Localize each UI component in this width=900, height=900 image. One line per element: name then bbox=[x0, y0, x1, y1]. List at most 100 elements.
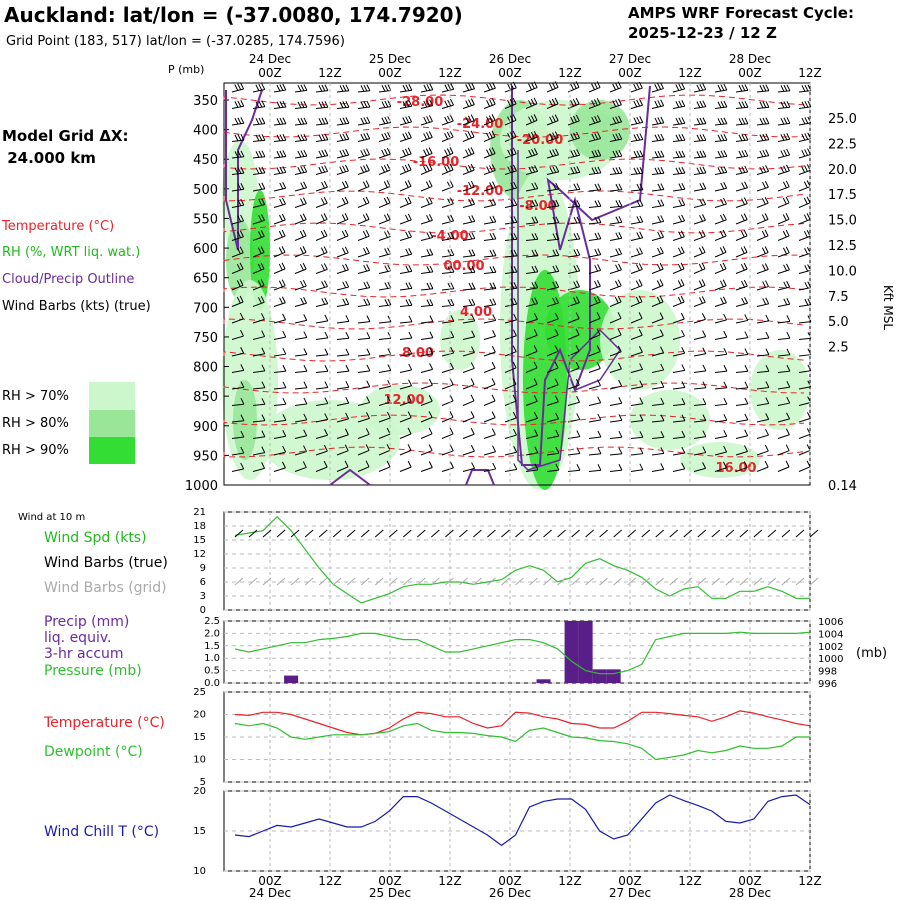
wind-barb-flag bbox=[549, 83, 553, 90]
kft-tick-label: 10.0 bbox=[828, 264, 857, 279]
wind-barb-flag bbox=[489, 282, 494, 290]
legend-rh90-swatch bbox=[89, 437, 135, 464]
wind-barb-flag bbox=[428, 411, 433, 418]
wind-barb bbox=[756, 186, 769, 192]
wind-barb-flag bbox=[657, 167, 662, 174]
wind-barb bbox=[357, 269, 370, 274]
wind-barb-flag bbox=[723, 381, 728, 389]
wind-barb-flag bbox=[345, 133, 350, 140]
wind-barb-true bbox=[767, 529, 777, 538]
wind-barb bbox=[441, 237, 454, 241]
wind-barb-flag bbox=[533, 148, 538, 155]
wind-barb-flag bbox=[344, 444, 349, 451]
wind-barb-flag bbox=[597, 379, 601, 386]
wind-barb-flag bbox=[381, 101, 386, 108]
wind-barb bbox=[357, 304, 370, 307]
wind-barb bbox=[378, 219, 391, 225]
wind-barb-flag bbox=[807, 148, 811, 155]
wind-barb bbox=[357, 370, 370, 373]
wind-barb-flag bbox=[510, 216, 515, 223]
wind-barb-flag bbox=[407, 460, 412, 468]
wind-barb-flag bbox=[240, 150, 245, 158]
wind-barb bbox=[357, 90, 370, 93]
wind-barb-flag bbox=[717, 84, 722, 92]
wind-barb-flag bbox=[764, 246, 769, 253]
wind-barb-flag bbox=[618, 149, 623, 157]
wind-barb bbox=[798, 417, 811, 423]
wind-barb bbox=[672, 204, 685, 208]
wind-barb-flag bbox=[278, 247, 283, 254]
wind-barb-flag bbox=[783, 165, 788, 173]
wind-barb-flag bbox=[534, 265, 539, 273]
wind-barb-flag bbox=[470, 147, 475, 154]
wind-barb bbox=[567, 334, 580, 340]
wind-barb-flag bbox=[765, 428, 769, 436]
pressure-tick-label: 750 bbox=[193, 331, 218, 346]
wind-barb bbox=[357, 218, 370, 225]
wind-barb-flag bbox=[405, 282, 410, 290]
wind-barb-flag bbox=[276, 167, 281, 174]
wind-barb bbox=[714, 370, 727, 373]
wind-barb bbox=[462, 238, 475, 241]
wind-barb bbox=[462, 203, 475, 208]
wind-barb-flag bbox=[743, 262, 748, 270]
wind-barb-flag bbox=[741, 134, 746, 141]
wind-barb-flag bbox=[759, 118, 764, 125]
wind-barb-flag bbox=[594, 248, 599, 256]
wind-barb bbox=[504, 335, 517, 340]
wind-barb-flag bbox=[446, 148, 451, 155]
wind-barb-flag bbox=[449, 411, 454, 418]
wind-barb-flag bbox=[699, 83, 704, 91]
wind-barb-flag bbox=[591, 150, 596, 158]
wind-barb-flag bbox=[636, 150, 641, 158]
wind-barb-flag bbox=[660, 231, 664, 238]
wind-barb-grid bbox=[543, 577, 552, 586]
wind-barb-flag bbox=[324, 429, 328, 436]
wind-barb-flag bbox=[681, 150, 686, 158]
wind-barb-flag bbox=[555, 446, 560, 454]
wind-barb-flag bbox=[423, 84, 428, 92]
wind-barb-flag bbox=[261, 364, 266, 372]
wind-barb-flag bbox=[530, 98, 535, 106]
wind-barb-flag bbox=[492, 232, 497, 240]
wind-barb-flag bbox=[300, 84, 305, 92]
wind-barb-flag bbox=[720, 84, 725, 91]
wind-barb bbox=[777, 402, 790, 406]
wind-barb bbox=[462, 255, 475, 258]
wind-barb-flag bbox=[597, 216, 602, 223]
wind-barb-flag bbox=[450, 214, 455, 222]
wind-barb-flag bbox=[468, 232, 473, 240]
wind-barb bbox=[315, 403, 328, 406]
wind-barb bbox=[525, 367, 538, 373]
wind-barb-flag bbox=[804, 247, 808, 255]
wind-barb bbox=[693, 318, 706, 324]
wind-barb bbox=[462, 288, 475, 291]
wind-barb-flag bbox=[741, 101, 746, 108]
wind-barb-true bbox=[515, 529, 524, 538]
wind-barb-flag bbox=[320, 230, 325, 238]
wind-barb-flag bbox=[450, 83, 455, 90]
wind-barb-true bbox=[809, 529, 819, 538]
wind-barb-flag bbox=[408, 379, 412, 386]
wind-barb-flag bbox=[656, 296, 661, 304]
wind-barb-flag bbox=[806, 412, 811, 419]
wind-barb-flag bbox=[360, 101, 365, 108]
legend-cloud: Cloud/Precip Outline bbox=[2, 272, 134, 287]
wind-barb-flag bbox=[429, 99, 434, 106]
wind-barb-flag bbox=[534, 233, 539, 240]
wind-barb-flag bbox=[555, 265, 560, 272]
wind-barb bbox=[735, 319, 748, 324]
wind-barb-flag bbox=[659, 279, 664, 286]
wind-barb-flag bbox=[405, 84, 410, 91]
wind-barb-flag bbox=[408, 299, 413, 306]
wind-barb bbox=[525, 287, 538, 291]
wind-barb-flag bbox=[386, 460, 391, 468]
wind-barb-flag bbox=[531, 165, 536, 173]
wind-barb-flag bbox=[446, 164, 451, 172]
wind-barb-flag bbox=[530, 132, 535, 139]
wind-barb-flag bbox=[507, 149, 512, 157]
wind-barb-true bbox=[234, 529, 244, 538]
wind-barb-flag bbox=[429, 363, 434, 370]
wind-barb-flag bbox=[618, 199, 623, 207]
wind-barb-flag bbox=[366, 298, 371, 305]
